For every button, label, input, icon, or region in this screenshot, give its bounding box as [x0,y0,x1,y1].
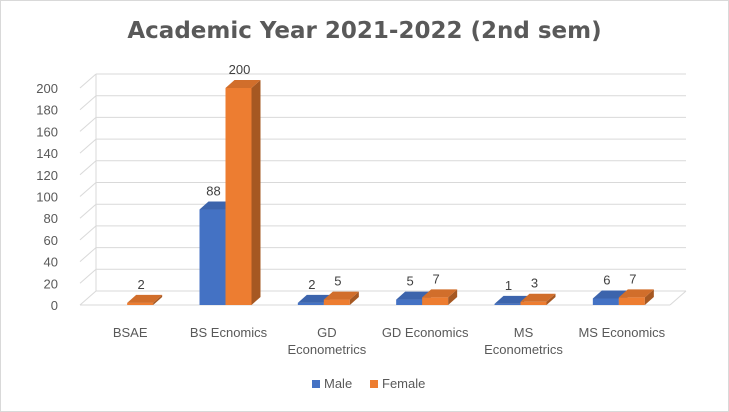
gridlines [79,73,687,306]
x-category-label: GD Econometrics [287,325,366,357]
bar-side [153,294,163,305]
y-tick-label: 40 [44,255,58,270]
bar-top [323,291,359,300]
gridline-side [79,138,97,154]
y-axis: 0 20 40 60 80 100 120 140 160 180 200 [36,81,58,313]
bar-female [127,294,163,305]
data-label: 7 [433,271,440,286]
legend-label-male: Male [324,376,352,391]
legend-label-female: Female [382,376,425,391]
y-tick-label: 120 [36,168,58,183]
y-tick-label: 140 [36,146,58,161]
bar-front [225,88,252,305]
x-category-label: BS Ecnomics [190,325,268,340]
bar-female [225,80,261,305]
bars [127,80,654,305]
gridline-side [79,203,97,219]
data-label: 1 [505,278,512,293]
bar-top [127,294,163,303]
x-category-label: BSAE [113,325,148,340]
bar-top [225,80,261,88]
gridline-side [79,73,97,89]
bar-front [297,302,324,305]
data-label: 6 [603,272,610,287]
gridline-side [79,268,97,284]
chart-title: Academic Year 2021-2022 (2nd sem) [127,18,602,44]
y-tick-label: 60 [44,233,58,248]
legend-swatch-female [370,380,378,388]
data-label: 2 [308,277,315,292]
y-tick-label: 200 [36,81,58,96]
data-label: 200 [229,62,251,77]
legend: Male Female [312,376,425,391]
bar-front [618,297,645,305]
bar-female [520,293,556,305]
bar-side [251,80,261,305]
y-tick-label: 0 [51,298,58,313]
bar-side [644,289,654,305]
bar-front [592,298,619,305]
x-category-label: MS Econometrics [484,325,563,357]
bar-side [546,293,556,305]
y-tick-label: 100 [36,190,58,205]
bar-front [520,301,547,305]
bar-front [199,209,226,305]
bar-top [618,289,654,298]
bar-top [592,290,628,299]
gridline-side [79,117,97,132]
bar-front [396,299,423,305]
data-labels: 2 88 200 2 5 5 7 1 3 6 7 [138,62,637,293]
bar-female [323,291,359,305]
data-label: 3 [531,276,538,291]
bar-top [422,289,458,298]
gridline-side [79,95,97,111]
legend-swatch-male [312,380,320,388]
bar-front [494,303,521,305]
floor-side-edge [669,290,687,306]
y-tick-label: 160 [36,124,58,139]
gridline-side [79,247,97,262]
bar-female [618,289,654,305]
data-label: 2 [138,277,145,292]
bar-front [323,299,350,305]
bar-top [520,293,556,302]
x-category-label: MS Economics [578,325,665,340]
bar-female [422,289,458,305]
gridline-side [79,225,97,241]
data-label: 5 [407,274,414,289]
x-category-label: GD Economics [382,325,469,340]
bar-side [349,291,359,305]
data-label: 7 [629,271,636,286]
gridline-side [79,160,97,176]
data-label: 5 [334,274,341,289]
bar-side [448,289,458,305]
gridline-side [79,182,97,197]
data-label: 88 [206,184,220,199]
bar-front [127,302,154,305]
y-tick-label: 80 [44,211,58,226]
y-tick-label: 20 [44,276,58,291]
y-tick-label: 180 [36,103,58,118]
bar-front [422,297,449,305]
gridline-side [79,290,97,306]
